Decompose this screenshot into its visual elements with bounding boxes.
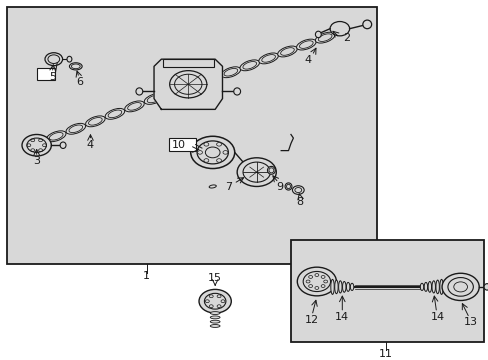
Ellipse shape [163,86,183,97]
Circle shape [223,150,227,154]
Ellipse shape [66,123,85,134]
Text: 14: 14 [430,312,444,321]
Ellipse shape [240,60,259,71]
Text: 5: 5 [49,72,56,82]
Text: 10: 10 [172,140,185,149]
Bar [290,240,483,342]
Text: 11: 11 [379,349,392,359]
Ellipse shape [431,281,434,293]
Ellipse shape [346,282,349,291]
Ellipse shape [258,53,278,64]
Ellipse shape [46,131,66,142]
Circle shape [197,150,202,154]
Text: 14: 14 [335,312,348,321]
Text: 7: 7 [225,182,232,192]
Ellipse shape [285,183,291,190]
Ellipse shape [315,32,334,43]
Ellipse shape [267,166,275,174]
Text: 8: 8 [296,197,303,207]
Circle shape [209,295,213,298]
Ellipse shape [210,312,220,315]
Ellipse shape [423,282,427,291]
Text: 4: 4 [87,140,94,150]
Ellipse shape [209,185,216,188]
Circle shape [203,143,208,146]
Circle shape [209,305,213,308]
Ellipse shape [334,280,338,294]
Ellipse shape [277,46,297,57]
Ellipse shape [69,63,82,70]
Ellipse shape [144,94,163,104]
Ellipse shape [221,67,240,78]
Ellipse shape [338,281,341,293]
Ellipse shape [105,108,124,119]
Circle shape [221,300,224,303]
Bar [7,7,376,264]
Text: 13: 13 [463,317,476,327]
Text: 1: 1 [143,271,150,281]
Ellipse shape [362,20,371,29]
Circle shape [217,295,221,298]
Text: 6: 6 [76,77,83,87]
Ellipse shape [60,142,66,148]
Ellipse shape [419,283,423,291]
Text: 2: 2 [342,33,349,43]
Bar [163,59,213,67]
Circle shape [292,186,304,194]
Circle shape [217,305,221,308]
Circle shape [237,158,276,186]
Circle shape [169,71,206,98]
Ellipse shape [183,81,203,91]
Ellipse shape [435,280,439,294]
Bar [168,138,195,151]
Ellipse shape [210,324,220,327]
Ellipse shape [210,316,220,319]
Ellipse shape [315,31,321,38]
Circle shape [216,143,221,146]
Ellipse shape [330,279,334,294]
Text: 9: 9 [276,182,283,192]
Text: 12: 12 [305,315,318,324]
Text: 3: 3 [33,156,40,166]
Circle shape [203,159,208,162]
Circle shape [199,289,231,313]
Ellipse shape [202,74,222,85]
Ellipse shape [233,88,240,95]
Circle shape [216,159,221,162]
Circle shape [297,267,336,296]
Circle shape [329,22,349,36]
Ellipse shape [124,101,144,112]
Circle shape [441,273,478,301]
Ellipse shape [136,88,142,95]
Circle shape [22,135,51,156]
Ellipse shape [210,320,220,323]
Ellipse shape [296,39,315,50]
Ellipse shape [427,282,431,292]
Ellipse shape [67,56,72,62]
Ellipse shape [349,283,353,291]
Bar [37,68,55,80]
Polygon shape [154,59,222,109]
Ellipse shape [439,279,442,294]
Ellipse shape [342,282,345,292]
Circle shape [190,136,234,168]
Ellipse shape [85,116,105,127]
Circle shape [45,53,62,66]
Ellipse shape [483,284,488,290]
Text: 15: 15 [208,273,222,283]
Text: 4: 4 [304,55,311,65]
Circle shape [205,300,209,303]
